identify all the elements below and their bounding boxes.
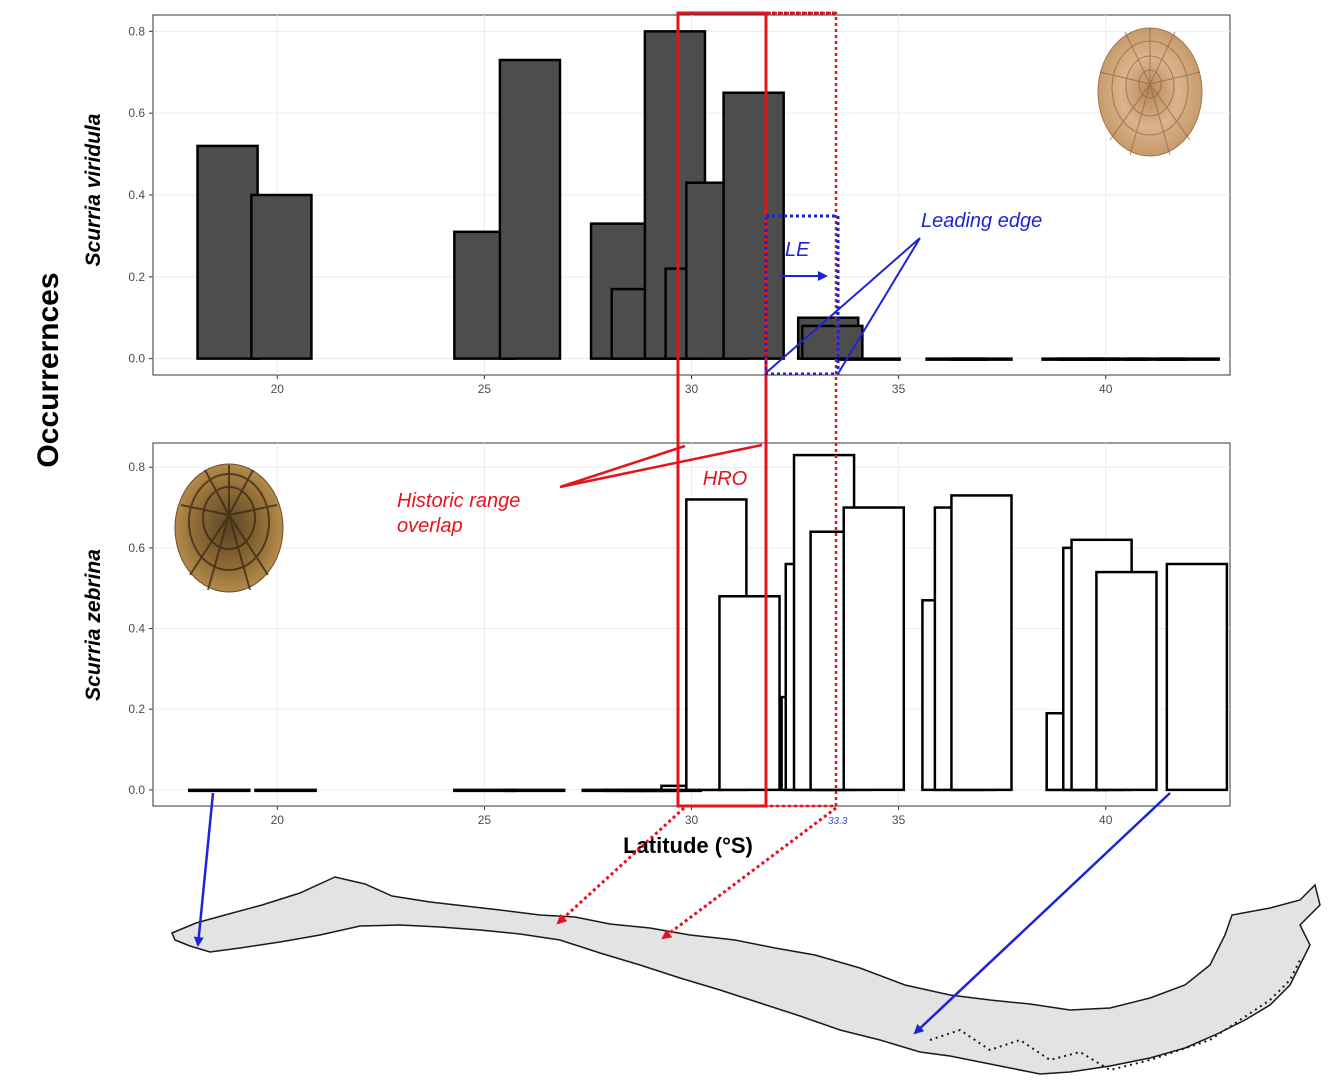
map-arrow-north xyxy=(193,792,215,947)
top-bar xyxy=(498,58,562,360)
le-label: LE xyxy=(785,239,810,261)
map-arrow-hro-start xyxy=(556,806,686,925)
bot-y-tick-label: 0.8 xyxy=(128,460,145,474)
bottom-y-ticks: 0.0 0.2 0.4 0.6 0.8 xyxy=(128,460,153,797)
top-bar xyxy=(250,193,313,360)
top-y-tick-label: 0.8 xyxy=(128,24,145,38)
top-bar xyxy=(196,144,259,360)
top-y-tick-label: 0.6 xyxy=(128,106,145,120)
bot-x-tick-label: 40 xyxy=(1099,813,1113,827)
top-y-ticks: 0.0 0.2 0.4 0.6 0.8 xyxy=(128,24,153,366)
top-x-tick-label: 20 xyxy=(271,382,285,396)
bot-bar xyxy=(254,788,317,793)
top-x-tick-label: 25 xyxy=(478,382,492,396)
hro-dotted-extension xyxy=(676,11,838,808)
latitude-33-3-marker: 33.3 xyxy=(828,816,848,827)
limpet-shell-viridula-icon xyxy=(1097,27,1203,157)
top-y-tick-label: 0.2 xyxy=(128,270,145,284)
le-box xyxy=(764,214,840,376)
map-arrow-hro-end xyxy=(661,806,837,940)
top-y-axis-label: Scurria viridula xyxy=(82,113,105,266)
bot-y-tick-label: 0.6 xyxy=(128,541,145,555)
bot-bar xyxy=(1095,570,1158,792)
map-arrow-south xyxy=(913,792,1171,1035)
leading-edge-label: Leading edge xyxy=(921,210,1042,232)
top-y-tick-label: 0.4 xyxy=(128,188,145,202)
top-bar xyxy=(950,357,1013,361)
figure-y-title: Occurrernces xyxy=(32,272,65,467)
limpet-shell-zebrina-icon xyxy=(174,463,284,593)
bot-x-tick-label: 25 xyxy=(478,813,492,827)
bot-y-tick-label: 0.0 xyxy=(128,783,145,797)
bot-bar xyxy=(1165,562,1229,792)
top-y-tick-label: 0.0 xyxy=(128,352,145,366)
bottom-bars xyxy=(187,453,1229,793)
bot-y-tick-label: 0.4 xyxy=(128,622,145,636)
historic-range-label-line2: overlap xyxy=(397,515,463,537)
top-bar xyxy=(801,324,864,360)
bot-x-tick-label: 35 xyxy=(892,813,906,827)
top-bars xyxy=(196,30,1220,361)
top-bar xyxy=(722,91,785,360)
top-x-tick-label: 30 xyxy=(685,382,699,396)
top-bar xyxy=(838,357,901,361)
bottom-y-axis-label: Scurria zebrina xyxy=(82,549,105,701)
bot-bar xyxy=(950,494,1013,792)
bottom-x-ticks: 20 25 30 35 40 xyxy=(271,806,1113,827)
historic-range-label-line1: Historic range xyxy=(397,490,520,512)
bot-x-tick-label: 30 xyxy=(685,813,699,827)
top-x-tick-label: 35 xyxy=(892,382,906,396)
top-bar xyxy=(1157,357,1220,361)
top-x-tick-label: 40 xyxy=(1099,382,1113,396)
leading-edge-pointer xyxy=(766,237,921,373)
top-panel: 0.0 0.2 0.4 0.6 0.8 20 25 30 35 40 Scurria virid… xyxy=(82,14,1231,396)
bot-bar xyxy=(187,788,251,793)
bot-x-tick-label: 20 xyxy=(271,813,285,827)
bot-y-tick-label: 0.2 xyxy=(128,702,145,716)
top-x-ticks: 20 25 30 35 40 xyxy=(271,375,1113,396)
chile-coast-map-icon xyxy=(171,876,1321,1075)
historic-range-pointer xyxy=(559,443,763,489)
bottom-panel: 0.0 0.2 0.4 0.6 0.8 20 25 30 35 40 Scurria zebri… xyxy=(82,442,1231,827)
hro-label: HRO xyxy=(703,468,747,490)
bot-bar xyxy=(718,595,781,792)
bot-bar xyxy=(502,788,566,793)
bot-bar xyxy=(842,506,906,792)
